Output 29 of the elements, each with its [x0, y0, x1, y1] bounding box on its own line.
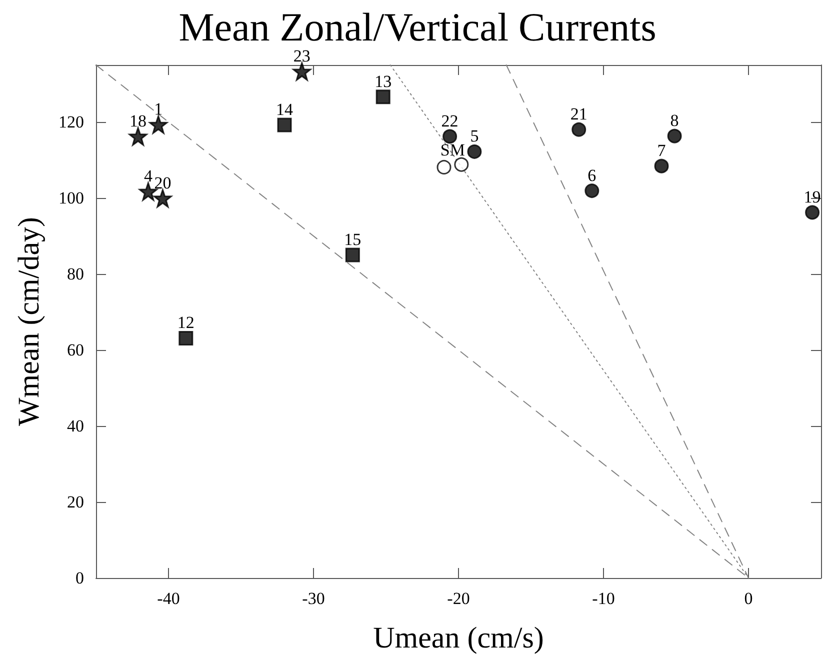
- y-tick-label: 0: [76, 568, 84, 588]
- annotation: SM: [440, 140, 465, 160]
- annotation: 21: [570, 104, 588, 124]
- x-tick-label: -30: [302, 589, 325, 608]
- annotation: 5: [470, 126, 479, 146]
- x-tick-label: -40: [157, 589, 180, 608]
- x-axis-title: Umean (cm/s): [373, 622, 544, 654]
- x-tick-label: -10: [592, 589, 615, 608]
- annotation: 7: [657, 141, 666, 160]
- annotation: 22: [441, 111, 458, 130]
- y-axis-title: Wmean (cm/day): [12, 216, 46, 426]
- annotation: 13: [374, 72, 392, 91]
- y-tick-label: 120: [58, 112, 84, 132]
- x-tick-label: 0: [744, 589, 753, 608]
- annotation: 18: [130, 111, 147, 130]
- annotation: 6: [588, 166, 596, 185]
- y-tick-label: 40: [67, 416, 84, 436]
- y-tick-label: 100: [58, 188, 84, 208]
- y-tick-label: 20: [67, 492, 84, 512]
- annotation: 8: [670, 111, 679, 130]
- annotation: 20: [154, 173, 172, 192]
- annotation: 15: [344, 230, 362, 249]
- annotation: 14: [276, 100, 294, 120]
- y-tick-label: 60: [67, 340, 84, 360]
- annotation: 12: [177, 313, 194, 332]
- x-tick-label: -20: [447, 589, 470, 608]
- y-tick-label: 80: [67, 264, 84, 284]
- annotation: 1: [154, 100, 163, 119]
- annotation: 4: [144, 166, 153, 186]
